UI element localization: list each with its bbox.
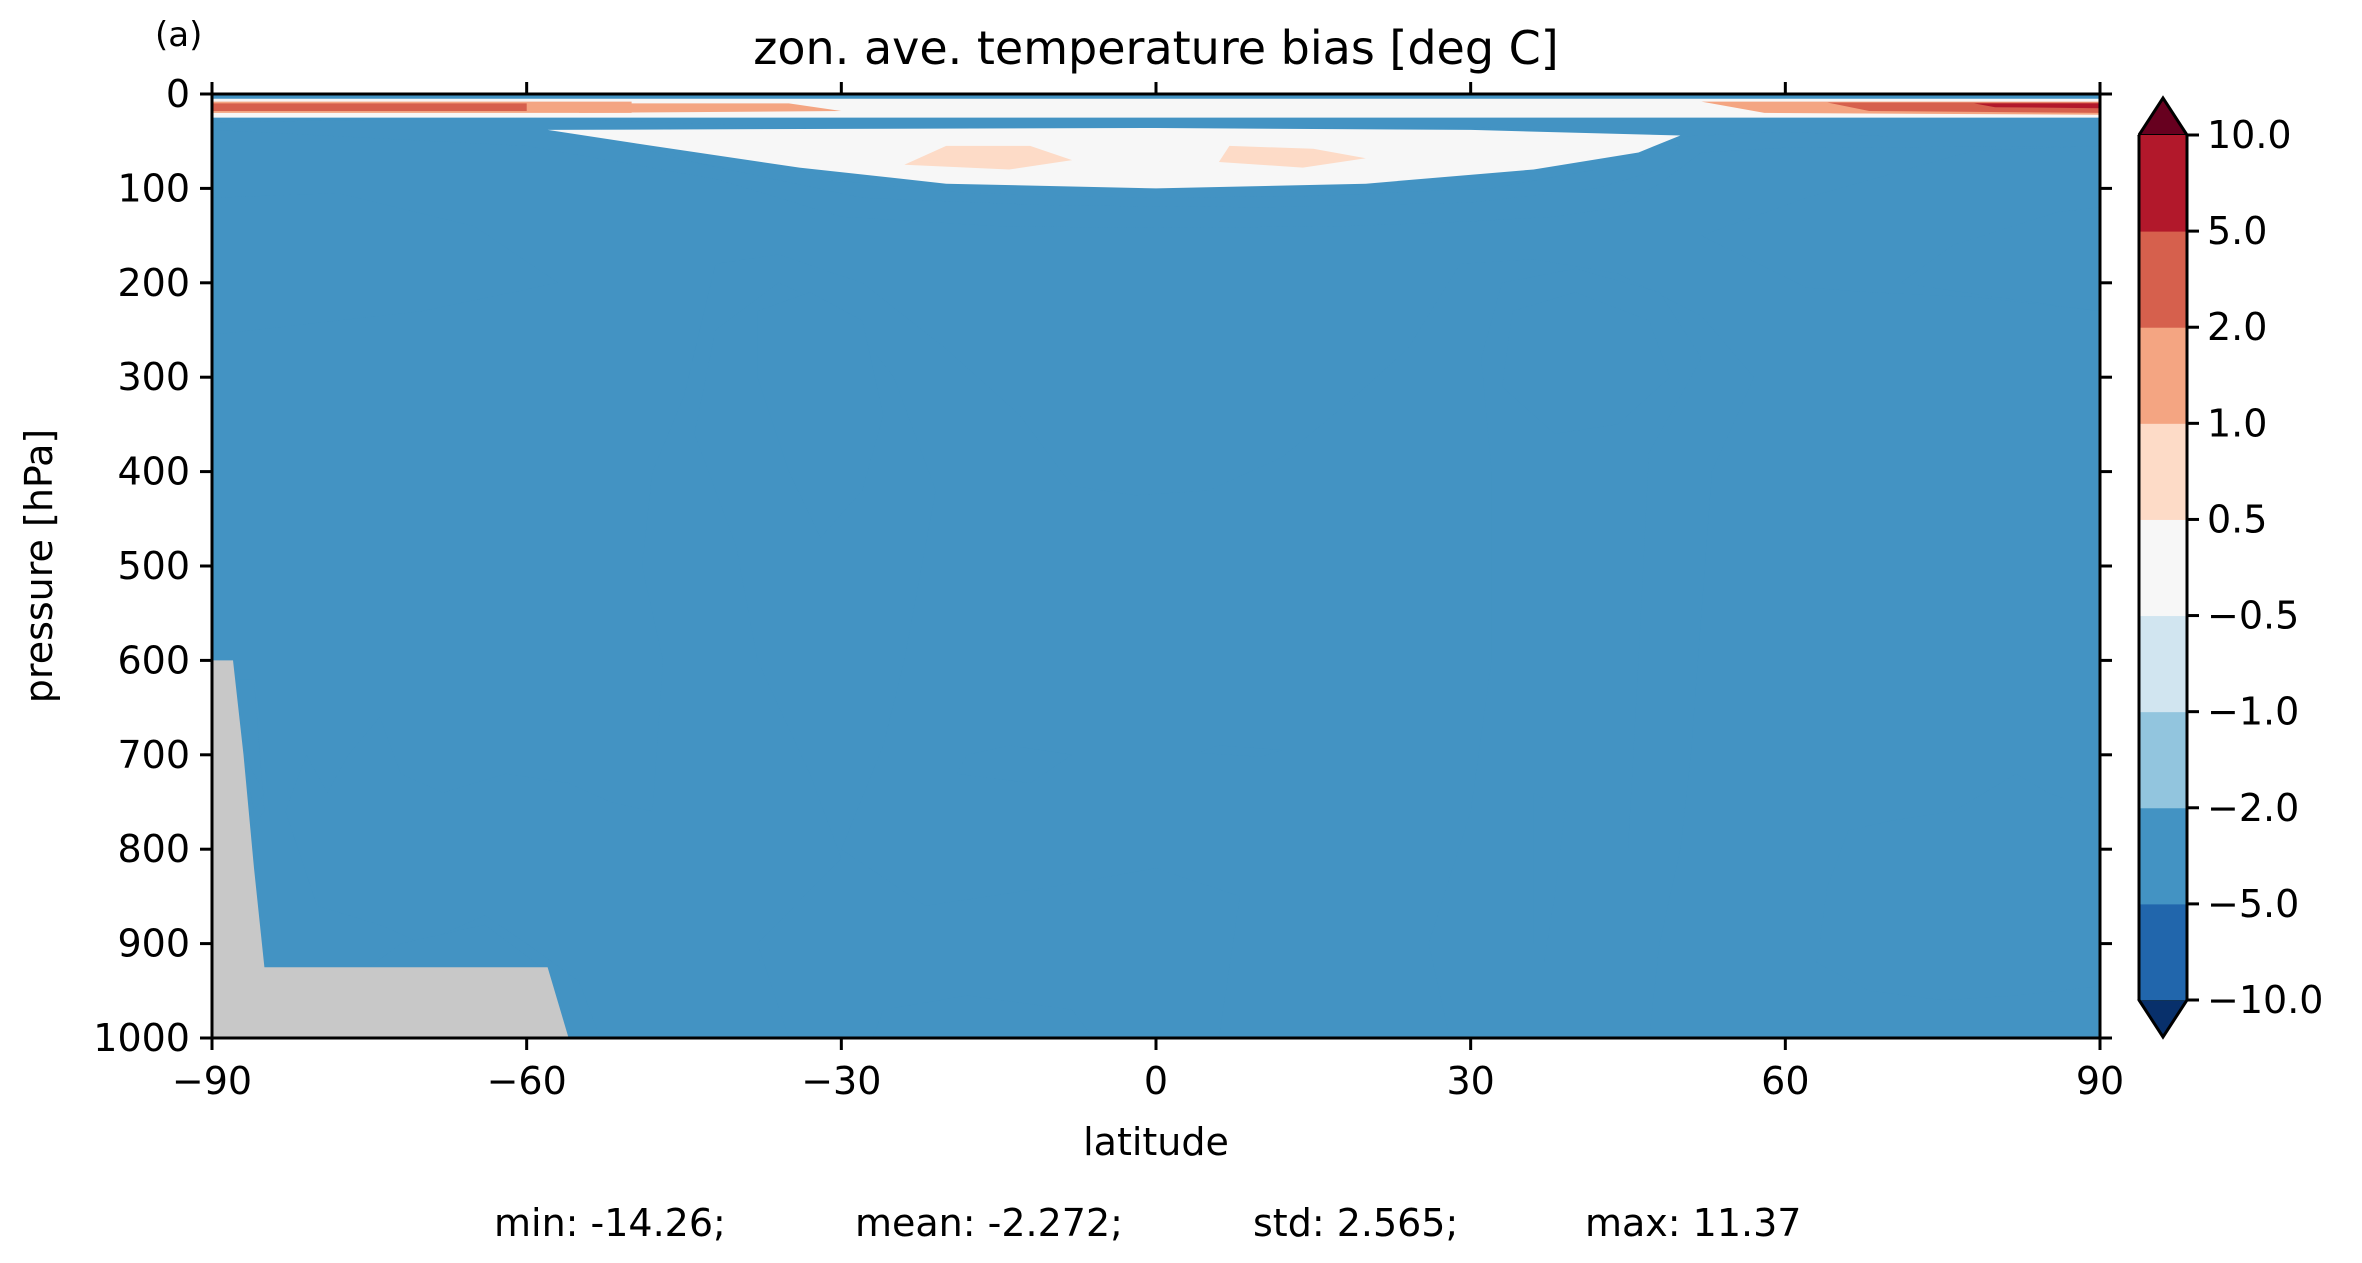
y-tick-label: 300	[117, 355, 190, 399]
contour-region-27	[1198, 745, 1282, 757]
x-tick-label: −30	[801, 1059, 881, 1103]
x-axis: −90 −60 −30 0 30 60 90	[172, 82, 2124, 1103]
colorbar-segment	[2139, 327, 2187, 424]
y-tick-label: 0	[166, 72, 190, 116]
colorbar-segment	[2139, 519, 2187, 617]
x-tick-label: −60	[487, 1059, 567, 1103]
x-tick-label: 90	[2076, 1059, 2124, 1103]
contour-region-8	[757, 292, 884, 538]
colorbar-tick-label: −10.0	[2207, 978, 2323, 1022]
stat-mean: mean: -2.272;	[855, 1201, 1123, 1245]
colorbar-tick-label: 0.5	[2207, 497, 2267, 541]
colorbar-tick-label: 1.0	[2207, 401, 2267, 445]
colorbar-segment	[2139, 615, 2187, 713]
y-tick-label: 500	[117, 544, 190, 588]
y-tick-label: 900	[117, 922, 190, 966]
colorbar-segment	[2139, 903, 2187, 1001]
contour-region-26	[956, 745, 1073, 784]
contour-region-25	[1816, 773, 2100, 1001]
y-axis-label: pressure [hPa]	[17, 429, 61, 703]
contour-region-24	[1900, 207, 2100, 312]
y-tick-label: 600	[117, 638, 190, 682]
x-tick-label: 30	[1446, 1059, 1494, 1103]
x-tick-label: −90	[172, 1059, 252, 1103]
colorbar: −10.0 −5.0 −2.0 −1.0 −0.5 0.5 1.0 2.0 5.0 10.0	[2137, 95, 2323, 1040]
y-tick-label: 200	[117, 261, 190, 305]
colorbar-segment	[2139, 807, 2187, 905]
colorbar-segment	[2139, 135, 2187, 232]
contour-region-19	[212, 103, 527, 111]
y-tick-label: 400	[117, 450, 190, 494]
contour-region-22	[212, 193, 559, 335]
colorbar-segment	[2139, 711, 2187, 809]
y-axis: 0 100 200 300 400 500 600 700 800 900 1000	[93, 72, 2112, 1060]
contour-region-29	[243, 754, 265, 812]
colorbar-tick-label: 5.0	[2207, 209, 2267, 253]
contour-region-18	[579, 103, 842, 113]
contour-fills	[212, 98, 2100, 1038]
contour-region-12	[547, 128, 1681, 189]
colorbar-tick-label: −5.0	[2207, 882, 2299, 926]
colorbar-extend-max	[2137, 96, 2189, 136]
colorbar-segment	[2139, 231, 2187, 328]
contour-region-10	[872, 995, 1094, 1038]
plot-area	[210, 92, 2102, 1040]
y-tick-label: 100	[117, 166, 190, 210]
chart-title: zon. ave. temperature bias [deg C]	[753, 21, 1559, 75]
colorbar-tick-label: 2.0	[2207, 305, 2267, 349]
contour-region-1	[285, 254, 1754, 1038]
y-tick-label: 700	[117, 733, 190, 777]
stat-max: max: 11.37	[1585, 1201, 1801, 1245]
stat-min: min: -14.26;	[494, 1201, 726, 1245]
colorbar-extend-min	[2137, 999, 2189, 1039]
contour-region-9	[1502, 292, 1670, 434]
colorbar-tick-label: −2.0	[2207, 786, 2299, 830]
contour-region-11	[1533, 792, 1566, 963]
contour-region-15	[1218, 145, 1366, 168]
x-axis-label: latitude	[1083, 1120, 1229, 1164]
y-tick-label: 1000	[93, 1016, 190, 1060]
x-tick-label: 0	[1144, 1059, 1168, 1103]
contour-region-4	[1428, 268, 1702, 1038]
contour-region-14	[904, 145, 1073, 170]
masked-topography-region	[212, 660, 569, 1038]
contour-region-21	[1974, 103, 2100, 109]
colorbar-tick-label: −0.5	[2207, 594, 2299, 638]
stats-line: min: -14.26; mean: -2.272; std: 2.565; m…	[494, 1201, 1801, 1245]
stat-std: std: 2.565;	[1253, 1201, 1458, 1245]
x-tick-label: 60	[1761, 1059, 1809, 1103]
colorbar-tick-label: 10.0	[2207, 113, 2292, 157]
panel-label: (a)	[155, 15, 202, 55]
colorbar-segment	[2139, 423, 2187, 520]
colorbar-tick-label: −1.0	[2207, 690, 2299, 734]
y-tick-label: 800	[117, 827, 190, 871]
